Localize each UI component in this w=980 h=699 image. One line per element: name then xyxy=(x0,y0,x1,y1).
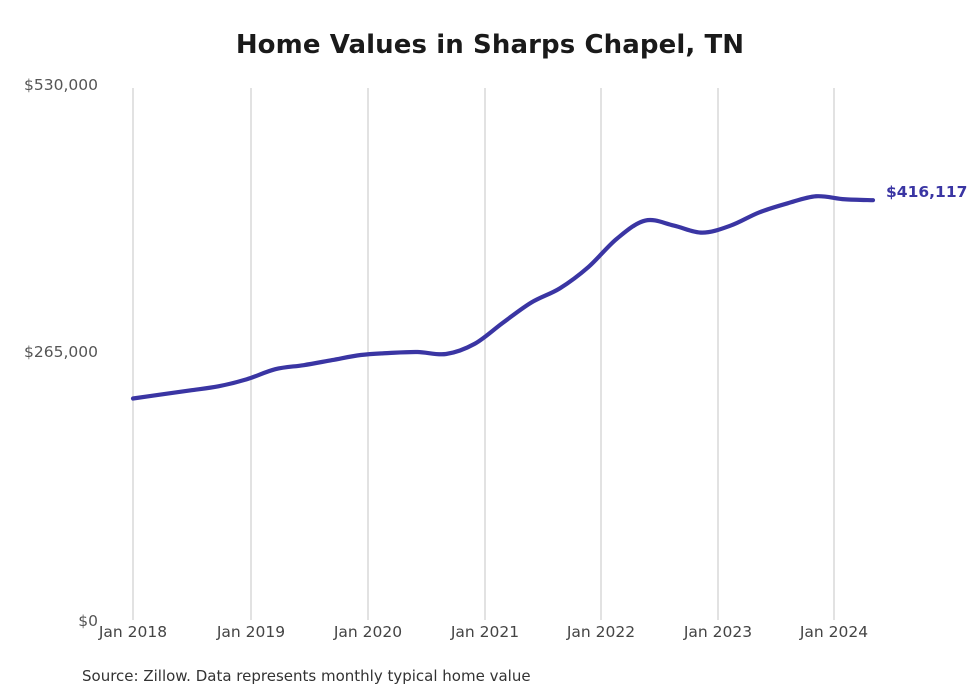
x-axis-tick-jan-2022: Jan 2022 xyxy=(566,623,636,641)
home-value-line xyxy=(130,194,876,401)
x-axis-tick-jan-2023: Jan 2023 xyxy=(683,623,753,641)
x-axis-tick-jan-2019: Jan 2019 xyxy=(216,623,286,641)
source-note: Source: Zillow. Data represents monthly … xyxy=(82,667,531,685)
x-axis-tick-jan-2024: Jan 2024 xyxy=(799,623,869,641)
y-axis-tick-zero: $0 xyxy=(78,612,98,630)
x-axis-tick-jan-2021: Jan 2021 xyxy=(450,623,520,641)
y-axis-tick-top: $530,000 xyxy=(24,76,98,94)
chart-title: Home Values in Sharps Chapel, TN xyxy=(235,30,745,60)
x-axis-tick-jan-2018: Jan 2018 xyxy=(98,623,168,641)
y-axis-tick-mid: $265,000 xyxy=(24,343,98,361)
x-axis-tick-jan-2020: Jan 2020 xyxy=(333,623,403,641)
end-value-annotation: $416,117 xyxy=(886,183,968,201)
gridlines xyxy=(132,88,835,620)
